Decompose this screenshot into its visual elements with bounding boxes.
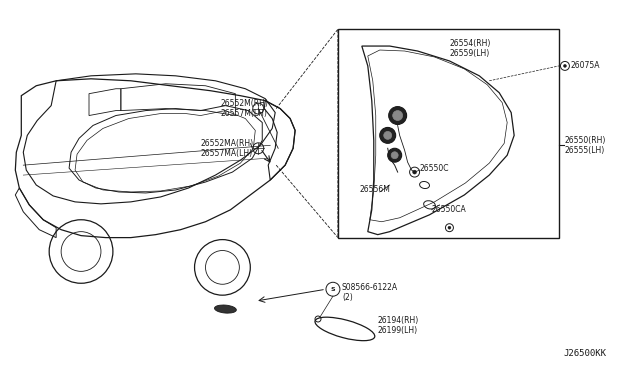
- Text: (2): (2): [342, 293, 353, 302]
- Circle shape: [388, 107, 406, 125]
- Text: 26550C: 26550C: [420, 164, 449, 173]
- Text: S08566-6122A: S08566-6122A: [342, 283, 398, 292]
- Ellipse shape: [214, 305, 236, 313]
- Text: 26557M(LH): 26557M(LH): [220, 109, 268, 118]
- Circle shape: [391, 152, 398, 159]
- Circle shape: [388, 148, 402, 162]
- Text: 26552MA(RH): 26552MA(RH): [200, 139, 253, 148]
- Text: 26199(LH): 26199(LH): [378, 326, 418, 336]
- Circle shape: [393, 110, 403, 121]
- Text: 26075A: 26075A: [571, 61, 600, 70]
- Text: 26550CA: 26550CA: [431, 205, 467, 214]
- Text: 26556M: 26556M: [360, 186, 390, 195]
- Circle shape: [448, 226, 451, 229]
- Text: 26552M(RH): 26552M(RH): [220, 99, 268, 108]
- Text: 26194(RH): 26194(RH): [378, 317, 419, 326]
- Text: J26500KK: J26500KK: [564, 349, 607, 358]
- Circle shape: [384, 131, 392, 140]
- Text: 26550(RH): 26550(RH): [565, 136, 606, 145]
- Circle shape: [413, 170, 417, 174]
- Text: 26559(LH): 26559(LH): [449, 48, 490, 58]
- Text: 26555(LH): 26555(LH): [565, 146, 605, 155]
- Text: 26557MA(LH): 26557MA(LH): [200, 149, 253, 158]
- Circle shape: [563, 64, 566, 67]
- Text: 26554(RH): 26554(RH): [449, 39, 491, 48]
- Circle shape: [380, 128, 396, 143]
- Text: S: S: [331, 287, 335, 292]
